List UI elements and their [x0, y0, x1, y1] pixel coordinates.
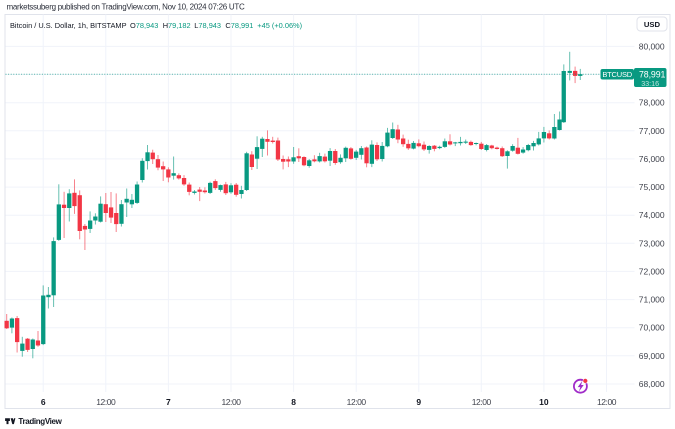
svg-text:12:00: 12:00 [597, 397, 617, 407]
svg-text:68,000: 68,000 [639, 379, 665, 389]
svg-text:12:00: 12:00 [472, 397, 492, 407]
svg-text:69,000: 69,000 [639, 351, 665, 361]
svg-text:76,000: 76,000 [639, 154, 665, 164]
svg-text:72,000: 72,000 [639, 266, 665, 276]
svg-text:6: 6 [41, 397, 46, 407]
svg-text:TradingView: TradingView [18, 417, 62, 426]
svg-text:78,991: 78,991 [639, 70, 666, 80]
svg-text:+45 (+0.06%): +45 (+0.06%) [257, 21, 302, 30]
svg-text:C78,991: C78,991 [225, 21, 253, 30]
svg-text:78,000: 78,000 [639, 98, 665, 108]
svg-text:USD: USD [644, 20, 661, 29]
svg-text:Bitcoin / U.S. Dollar, 1h, BIT: Bitcoin / U.S. Dollar, 1h, BITSTAMP [10, 21, 127, 30]
svg-text:O78,943: O78,943 [130, 21, 158, 30]
svg-text:8: 8 [291, 397, 296, 407]
svg-text:H79,182: H79,182 [163, 21, 191, 30]
svg-text:9: 9 [416, 397, 421, 407]
svg-text:71,000: 71,000 [639, 295, 665, 305]
svg-text:33:16: 33:16 [641, 79, 659, 88]
svg-text:73,000: 73,000 [639, 238, 665, 248]
svg-text:marketssuberg published on Tra: marketssuberg published on TradingView.c… [7, 3, 245, 12]
svg-text:70,000: 70,000 [639, 323, 665, 333]
svg-text:80,000: 80,000 [639, 41, 665, 51]
svg-text:12:00: 12:00 [347, 397, 367, 407]
svg-text:12:00: 12:00 [221, 397, 241, 407]
svg-text:L78,943: L78,943 [194, 21, 221, 30]
svg-text:75,000: 75,000 [639, 182, 665, 192]
svg-text:BTCUSD: BTCUSD [602, 70, 632, 79]
svg-text:77,000: 77,000 [639, 126, 665, 136]
svg-text:10: 10 [539, 397, 549, 407]
svg-text:74,000: 74,000 [639, 210, 665, 220]
svg-text:12:00: 12:00 [96, 397, 116, 407]
svg-text:7: 7 [166, 397, 171, 407]
